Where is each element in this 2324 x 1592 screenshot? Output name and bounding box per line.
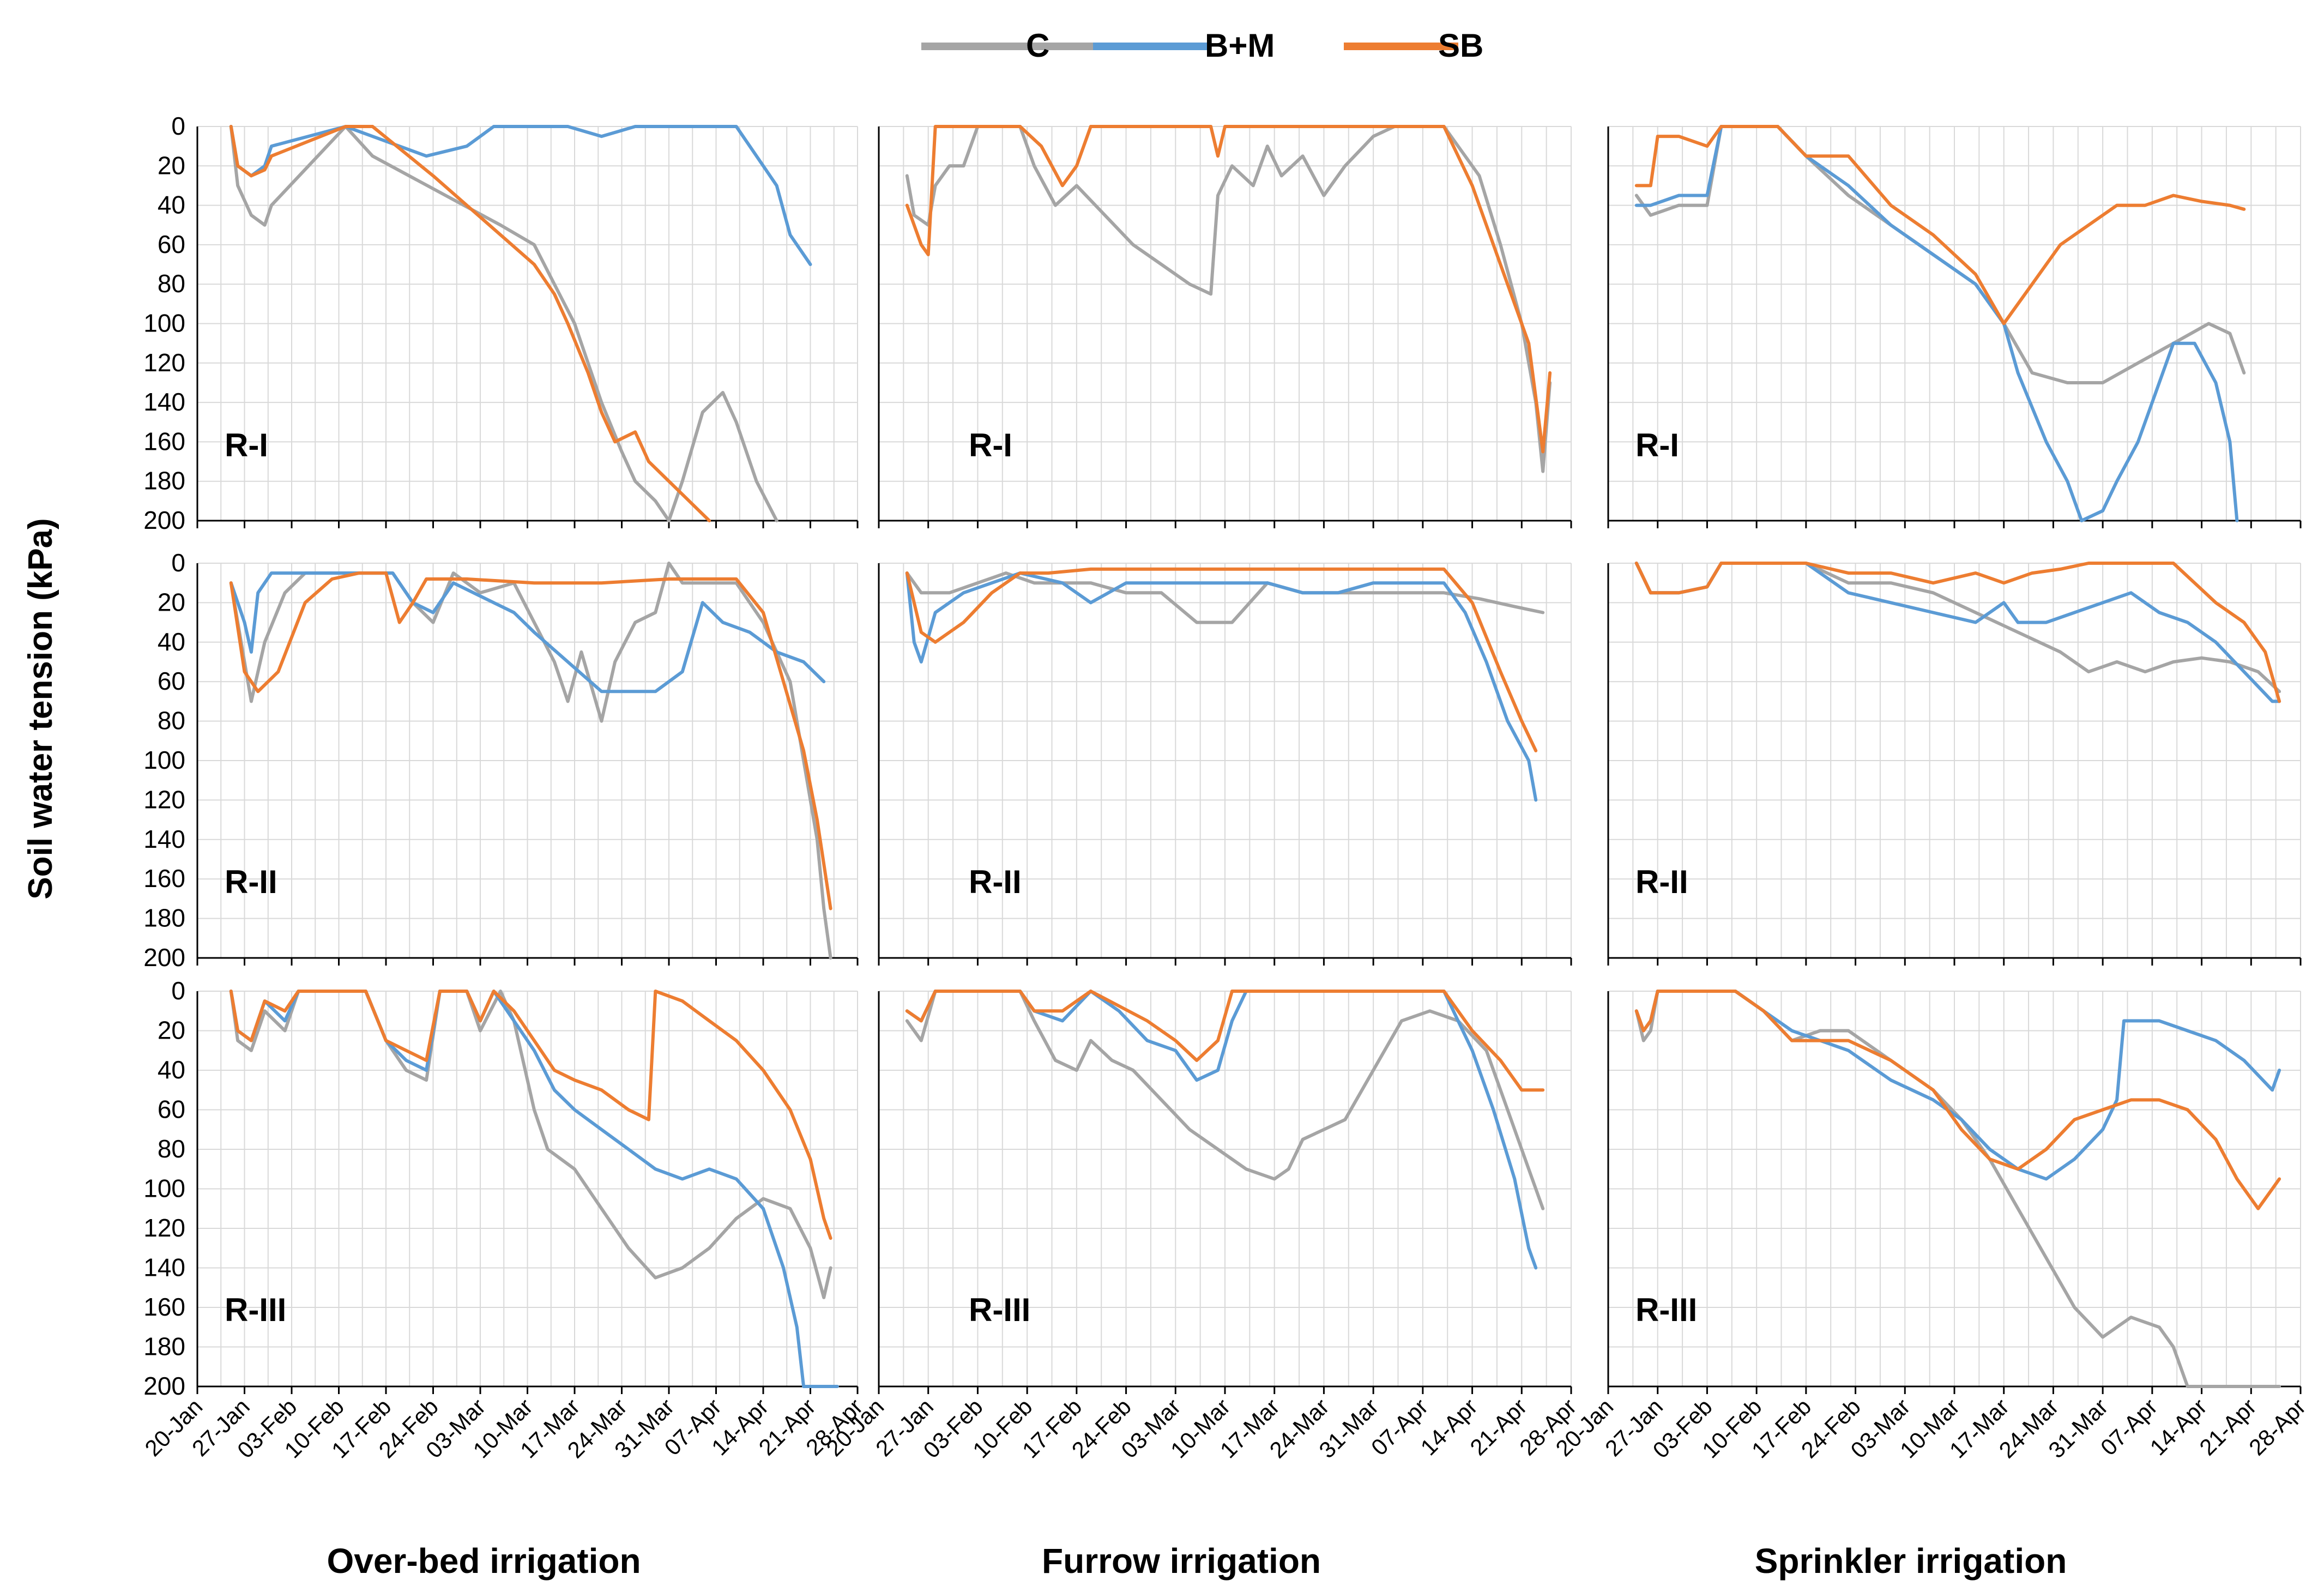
x-tick-label: 07-Apr (2096, 1394, 2162, 1460)
panel-r-iii-0: 02040608010012014016018020020-Jan27-Jan0… (140, 976, 867, 1463)
y-tick-label: 20 (158, 151, 185, 179)
gridlines (878, 991, 1572, 1387)
y-tick-label: 80 (158, 1135, 185, 1163)
y-tick-label: 120 (143, 348, 185, 377)
series-line-sb (905, 567, 1538, 752)
series-line-bm (229, 125, 812, 266)
series-line-bm (1634, 562, 2281, 703)
y-tick-label: 80 (158, 269, 185, 298)
panel-r-ii-1: R-II (878, 563, 1572, 966)
series-line-sb (229, 125, 711, 522)
legend: C B+M SB (921, 27, 1483, 64)
legend-item-sb: SB (1344, 27, 1483, 64)
gridlines (197, 991, 858, 1387)
y-axis-title: Soil water tension (kPa) (22, 518, 59, 899)
series-line-sb (905, 990, 1545, 1092)
panel-label: R-II (225, 864, 277, 900)
panel-r-iii-1: 20-Jan27-Jan03-Feb10-Feb17-Feb24-Feb03-M… (821, 990, 1581, 1463)
legend-label: B+M (1205, 27, 1275, 64)
x-tick-label: 21-Apr (1465, 1394, 1531, 1460)
panel-label: R-II (969, 864, 1022, 900)
column-title: Over-bed irrigation (327, 1541, 641, 1581)
y-tick-label: 100 (143, 1174, 185, 1203)
y-tick-label: 60 (158, 667, 185, 695)
series-line-sb (905, 125, 1552, 454)
x-tick-label: 28-Apr (2244, 1394, 2310, 1460)
y-tick-label: 180 (143, 1332, 185, 1361)
gridlines (197, 563, 858, 958)
column-titles: Over-bed irrigation Furrow irrigation Spri… (327, 1541, 2067, 1581)
series-line-sb (229, 990, 832, 1240)
series-line-sb (1634, 990, 2281, 1210)
y-tick-label: 0 (171, 976, 185, 1005)
legend-label: SB (1438, 27, 1483, 64)
series-line-c (905, 571, 1545, 624)
legend-item-c: C (921, 27, 1093, 64)
y-tick-label: 180 (143, 467, 185, 495)
y-tick-label: 40 (158, 1056, 185, 1084)
y-tick-label: 80 (158, 707, 185, 735)
legend-label: C (1026, 27, 1049, 64)
y-tick-label: 140 (143, 825, 185, 853)
gridlines (1608, 991, 2301, 1387)
panel-label: R-III (225, 1292, 286, 1328)
y-tick-label: 180 (143, 904, 185, 932)
x-tick-label: 21-Apr (2194, 1394, 2261, 1460)
y-tick-label: 140 (143, 388, 185, 416)
gridlines (1608, 563, 2301, 958)
series-line-sb (1634, 562, 2281, 703)
y-tick-label: 100 (143, 309, 185, 337)
y-tick-label: 40 (158, 628, 185, 656)
legend-item-bm: B+M (1093, 27, 1275, 64)
x-tick-label: 14-Apr (2145, 1394, 2212, 1460)
series-line-bm (1634, 990, 2281, 1181)
y-tick-label: 20 (158, 588, 185, 616)
panel-label: R-II (1635, 864, 1688, 900)
y-tick-label: 40 (158, 191, 185, 219)
y-tick-label: 160 (143, 427, 185, 455)
series-line-c (905, 990, 1545, 1210)
series-line-bm (229, 990, 839, 1388)
y-tick-label: 160 (143, 864, 185, 893)
series-line-c (1634, 125, 2246, 384)
series-line-c (229, 125, 778, 522)
y-tick-label: 60 (158, 230, 185, 258)
y-tick-label: 200 (143, 943, 185, 972)
panel-r-i-1: R-I (878, 125, 1572, 528)
panel-r-ii-0: 0 20 40 60 80 100 120 140 160 180 200 R-II (143, 548, 859, 972)
panel-r-i-2: R-I (1607, 125, 2302, 528)
y-tick-label: 100 (143, 746, 185, 774)
y-tick-label: 0 (171, 548, 185, 577)
x-tick-label: 07-Apr (1366, 1394, 1433, 1460)
y-tick-label: 120 (143, 785, 185, 813)
panel-r-i-0: 0 20 40 60 80 100 120 140 160 180 200 R-I (143, 112, 859, 534)
panel-label: R-I (1635, 427, 1679, 463)
y-tick-label: 0 (171, 112, 185, 140)
y-tick-label: 120 (143, 1214, 185, 1242)
series-line-sb (229, 571, 832, 910)
panel-label: R-I (969, 427, 1012, 463)
column-title: Furrow irrigation (1042, 1541, 1321, 1581)
gridlines (197, 126, 858, 521)
series-line-bm (229, 571, 826, 694)
panel-r-iii-2: 20-Jan27-Jan03-Feb10-Feb17-Feb24-Feb03-M… (1550, 990, 2310, 1463)
series-line-sb (1634, 125, 2246, 325)
x-tick-label: 14-Apr (1416, 1394, 1482, 1460)
panel-label: R-III (969, 1292, 1030, 1328)
column-title: Sprinkler irrigation (1755, 1541, 2067, 1581)
series-line-c (905, 125, 1552, 473)
panel-label: R-I (225, 427, 268, 463)
series-line-c (1634, 562, 2281, 694)
panel-r-ii-2: R-II (1607, 562, 2302, 966)
y-tick-label: 60 (158, 1095, 185, 1124)
panel-label: R-III (1635, 1292, 1697, 1328)
y-tick-label: 200 (143, 506, 185, 534)
y-tick-label: 200 (143, 1372, 185, 1400)
series-line-bm (905, 571, 1538, 802)
y-tick-label: 140 (143, 1253, 185, 1282)
y-tick-label: 20 (158, 1016, 185, 1045)
y-tick-label: 160 (143, 1293, 185, 1321)
